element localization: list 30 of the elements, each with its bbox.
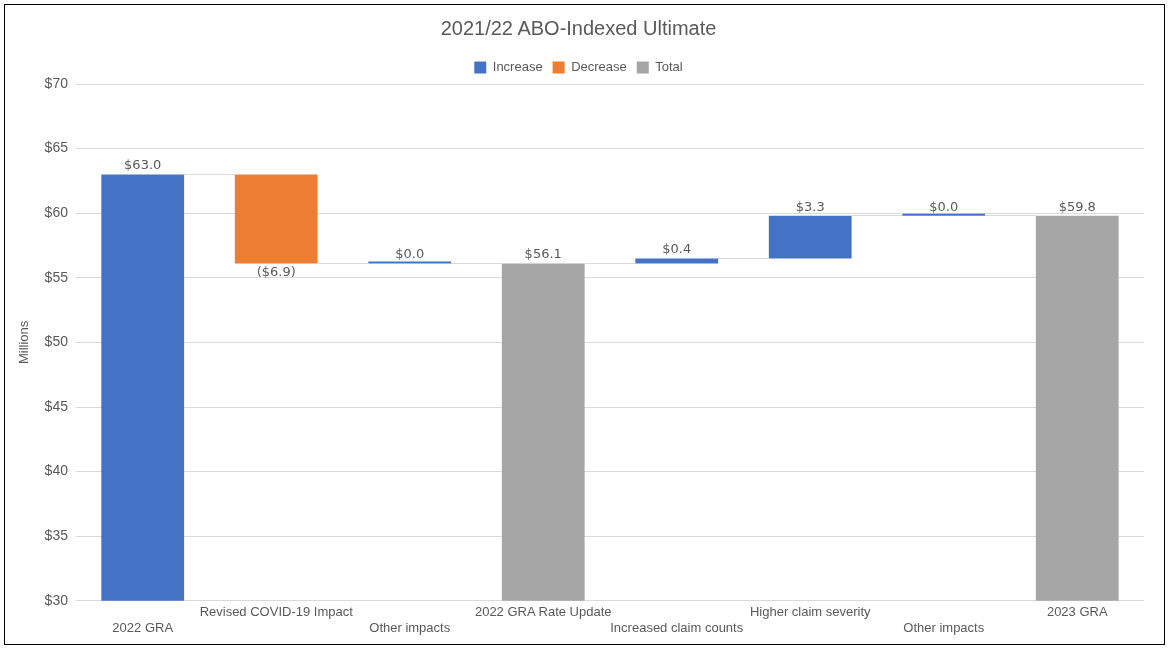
x-tick-label: Other impacts [903, 619, 985, 635]
x-tick-label: Higher claim severity [749, 604, 872, 620]
legend-label: Increase [492, 59, 543, 75]
text: $56.1 [524, 246, 562, 262]
text: $0.4 [662, 241, 692, 257]
text: $0.0 [929, 198, 959, 214]
y-tick-label: $45 [44, 397, 69, 414]
legend-label: Total [655, 59, 683, 75]
y-axis-title: Millions [16, 320, 32, 365]
text: $3.3 [795, 198, 825, 214]
x-tick-label: 2023 GRA [1046, 604, 1108, 620]
text: $59.8 [1058, 198, 1096, 214]
y-tick-label: $40 [44, 462, 69, 479]
y-tick-label: $35 [44, 527, 69, 544]
y-tick-label: $60 [44, 204, 69, 221]
x-tick-label: Revised COVID-19 Impact [199, 604, 354, 620]
text: $63.0 [124, 157, 162, 173]
x-tick-label: Other impacts [369, 619, 451, 635]
x-tick-label: 2022 GRA Rate Update [474, 604, 612, 620]
y-tick-label: $50 [44, 333, 69, 350]
legend-label: Decrease [571, 59, 627, 75]
y-tick-label: $30 [44, 591, 69, 608]
x-tick-label: 2022 GRA [112, 619, 174, 635]
x-tick-label: Increased claim counts [610, 619, 744, 635]
text: ($6.9) [256, 264, 296, 280]
y-tick-label: $65 [44, 139, 69, 156]
text: $0.0 [395, 246, 425, 262]
chart-title: 2021/22 ABO-Indexed Ultimate [440, 16, 717, 39]
y-tick-label: $70 [44, 74, 69, 91]
y-tick-label: $55 [44, 268, 69, 285]
